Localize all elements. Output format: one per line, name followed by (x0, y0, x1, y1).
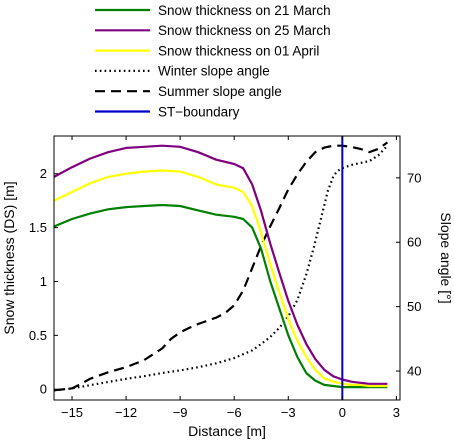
series-line-2 (53, 169, 388, 388)
x-tick-label: 0 (339, 405, 346, 420)
plot-frame (53, 135, 401, 401)
legend: Snow thickness on 21 March Snow thickness… (95, 3, 331, 119)
y-right-tick-label: 50 (407, 299, 421, 314)
y-left-tick-label: 1.5 (29, 220, 47, 235)
legend-label-4: Summer slope angle (158, 84, 282, 99)
legend-label-5: ST−boundary (158, 104, 240, 119)
x-tick-label: −6 (227, 405, 242, 420)
y-left-tick-label: 2 (40, 166, 47, 181)
x-tick-label: −12 (115, 405, 137, 420)
x-tick-label: −9 (173, 405, 188, 420)
y-right-tick-label: 70 (407, 170, 421, 185)
x-tick-label: −15 (61, 405, 83, 420)
y-axis-left-title: Snow thickness (DS) [m] (1, 181, 17, 334)
legend-label-2: Snow thickness on 01 April (158, 43, 319, 58)
y-right-tick-label: 60 (407, 235, 421, 250)
legend-label-3: Winter slope angle (158, 64, 270, 79)
series-line-1 (53, 144, 388, 385)
axes: −15 −12 −9 −6 −3 0 3 0 0.5 1 1.5 2 40 50 60 70 (29, 135, 421, 420)
y-right-tick-label: 40 (407, 364, 421, 379)
plot-lines (53, 136, 389, 400)
y-axis-right-title: Slope angle [°] (438, 212, 454, 303)
series-line-3 (53, 144, 389, 392)
y-left-tick-label: 0 (40, 382, 47, 397)
x-axis-title: Distance [m] (188, 423, 266, 439)
x-tick-label: 3 (393, 405, 400, 420)
series-line-0 (53, 203, 388, 389)
legend-label-1: Snow thickness on 25 March (158, 23, 331, 38)
y-left-tick-label: 1 (40, 274, 47, 289)
legend-label-0: Snow thickness on 21 March (158, 3, 331, 18)
series-line-4 (53, 141, 389, 392)
y-left-tick-label: 0.5 (29, 328, 47, 343)
x-tick-label: −3 (281, 405, 296, 420)
